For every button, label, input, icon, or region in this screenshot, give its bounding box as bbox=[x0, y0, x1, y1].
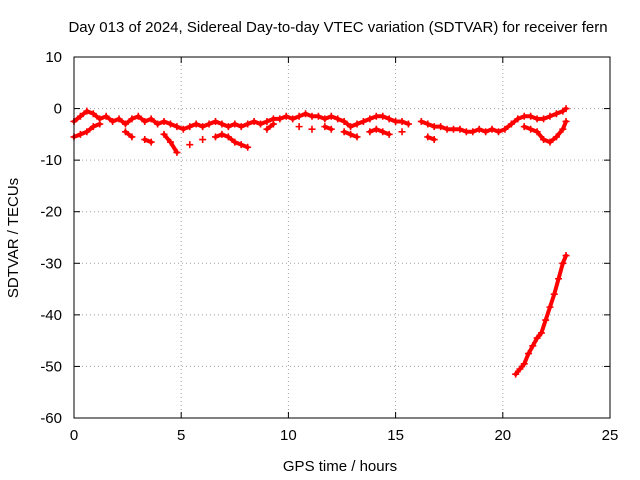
series-2 bbox=[70, 117, 570, 156]
data-point bbox=[385, 130, 393, 138]
x-tick-label: 25 bbox=[602, 427, 619, 444]
data-point-trail bbox=[264, 122, 276, 132]
y-tick-label: 0 bbox=[54, 101, 62, 118]
y-tick-label: 10 bbox=[45, 49, 62, 66]
data-point bbox=[562, 252, 570, 260]
data-point bbox=[269, 120, 277, 128]
data-point bbox=[562, 117, 570, 125]
plot-frame bbox=[73, 56, 611, 419]
y-tick-label: -10 bbox=[40, 152, 62, 169]
data-point bbox=[430, 136, 438, 144]
y-axis-label: SDTVAR / TECUs bbox=[5, 178, 22, 298]
y-tick-label: -50 bbox=[40, 358, 62, 375]
y-tick-label: -20 bbox=[40, 204, 62, 221]
data-marks bbox=[70, 105, 570, 378]
data-point-trail bbox=[168, 140, 179, 155]
series-1 bbox=[70, 105, 570, 136]
axis-ticks bbox=[73, 56, 611, 419]
data-point-trail bbox=[123, 129, 134, 139]
data-point bbox=[186, 141, 194, 149]
grid-lines bbox=[74, 57, 610, 418]
y-tick-label: -30 bbox=[40, 255, 62, 272]
x-tick-label: 10 bbox=[280, 427, 297, 444]
data-point bbox=[199, 136, 207, 144]
data-point bbox=[244, 143, 252, 151]
x-tick-label: 5 bbox=[177, 427, 185, 444]
series-3 bbox=[512, 252, 570, 378]
data-point bbox=[308, 125, 316, 133]
data-point bbox=[295, 123, 303, 131]
data-point bbox=[353, 133, 361, 141]
data-point bbox=[128, 133, 136, 141]
x-axis-label: GPS time / hours bbox=[283, 458, 397, 475]
data-point bbox=[96, 120, 104, 128]
data-point bbox=[562, 105, 570, 113]
data-point bbox=[404, 120, 412, 128]
y-tick-label: -60 bbox=[40, 410, 62, 427]
data-point bbox=[327, 125, 335, 133]
data-point bbox=[147, 138, 155, 146]
chart-title: Day 013 of 2024, Sidereal Day-to-day VTE… bbox=[68, 19, 607, 36]
data-point bbox=[398, 128, 406, 136]
data-point bbox=[173, 148, 181, 156]
x-tick-label: 0 bbox=[70, 427, 78, 444]
x-tick-label: 20 bbox=[494, 427, 511, 444]
y-tick-label: -40 bbox=[40, 307, 62, 324]
tick-labels: 0 5 10 15 20 25 10 0 -10 -20 -30 -40 -50 -60 bbox=[40, 49, 618, 444]
x-tick-label: 15 bbox=[387, 427, 404, 444]
